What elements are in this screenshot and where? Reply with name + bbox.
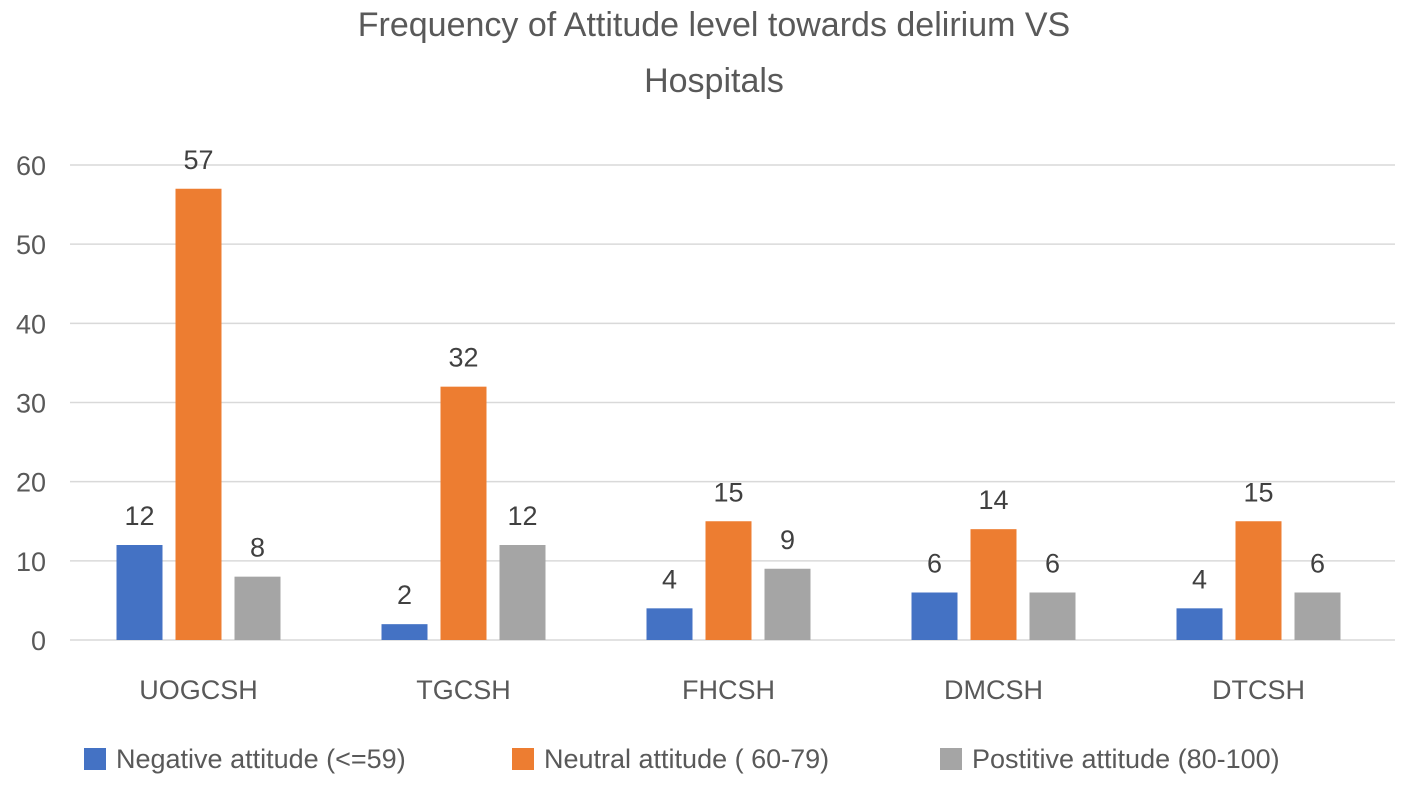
- bar: [1176, 608, 1223, 640]
- data-label: 12: [124, 501, 154, 531]
- x-tick-label: TGCSH: [416, 675, 511, 705]
- data-label: 32: [448, 343, 478, 373]
- bar: [646, 608, 693, 640]
- y-axis-ticks: 0 10 20 30 40 50 60: [16, 151, 46, 656]
- bar: [440, 386, 487, 640]
- data-label: 15: [1243, 477, 1273, 507]
- data-label: 12: [507, 501, 537, 531]
- x-axis-categories: UOGCSH TGCSH FHCSH DMCSH DTCSH: [139, 675, 1305, 705]
- bar: [234, 576, 281, 640]
- data-label: 2: [397, 580, 412, 610]
- chart-title: Frequency of Attitude level towards deli…: [358, 6, 1070, 100]
- y-tick-label: 10: [16, 547, 46, 577]
- bar: [1029, 592, 1076, 640]
- bar: [499, 545, 546, 640]
- legend-swatch: [84, 748, 106, 770]
- data-labels: 12 57 8 2 32 12 4 15 9 6 14 6 4 15 6: [124, 145, 1325, 610]
- y-tick-label: 0: [31, 626, 46, 656]
- data-label: 6: [927, 549, 942, 579]
- data-label: 14: [978, 485, 1008, 515]
- data-label: 6: [1310, 549, 1325, 579]
- x-tick-label: DMCSH: [944, 675, 1043, 705]
- data-label: 57: [183, 145, 213, 175]
- bar: [1294, 592, 1341, 640]
- x-tick-label: FHCSH: [682, 675, 775, 705]
- legend-swatch: [512, 748, 534, 770]
- legend-swatch: [940, 748, 962, 770]
- legend: Negative attitude (<=59) Neutral attitude…: [84, 744, 1280, 774]
- chart-title-line-1: Frequency of Attitude level towards deli…: [358, 6, 1070, 44]
- x-tick-label: DTCSH: [1212, 675, 1305, 705]
- y-tick-label: 50: [16, 230, 46, 260]
- bar: [175, 188, 222, 640]
- bar: [705, 521, 752, 640]
- legend-label: Negative attitude (<=59): [116, 744, 406, 774]
- data-label: 6: [1045, 549, 1060, 579]
- data-label: 4: [1192, 564, 1207, 594]
- x-tick-label: UOGCSH: [139, 675, 258, 705]
- y-tick-label: 40: [16, 309, 46, 339]
- legend-label: Neutral attitude ( 60-79): [544, 744, 829, 774]
- gridlines: [70, 164, 1395, 641]
- chart-title-line-2: Hospitals: [644, 62, 784, 100]
- data-label: 15: [713, 477, 743, 507]
- bars: [116, 188, 1341, 640]
- bar: [116, 545, 163, 640]
- y-tick-label: 60: [16, 151, 46, 181]
- bar: [381, 624, 428, 640]
- data-label: 4: [662, 564, 677, 594]
- bar: [1235, 521, 1282, 640]
- bar: [764, 568, 811, 640]
- y-tick-label: 20: [16, 468, 46, 498]
- bar: [911, 592, 958, 640]
- bar: [970, 529, 1017, 640]
- y-tick-label: 30: [16, 389, 46, 419]
- data-label: 8: [250, 533, 265, 563]
- legend-label: Postitive attitude (80-100): [972, 744, 1280, 774]
- data-label: 9: [780, 525, 795, 555]
